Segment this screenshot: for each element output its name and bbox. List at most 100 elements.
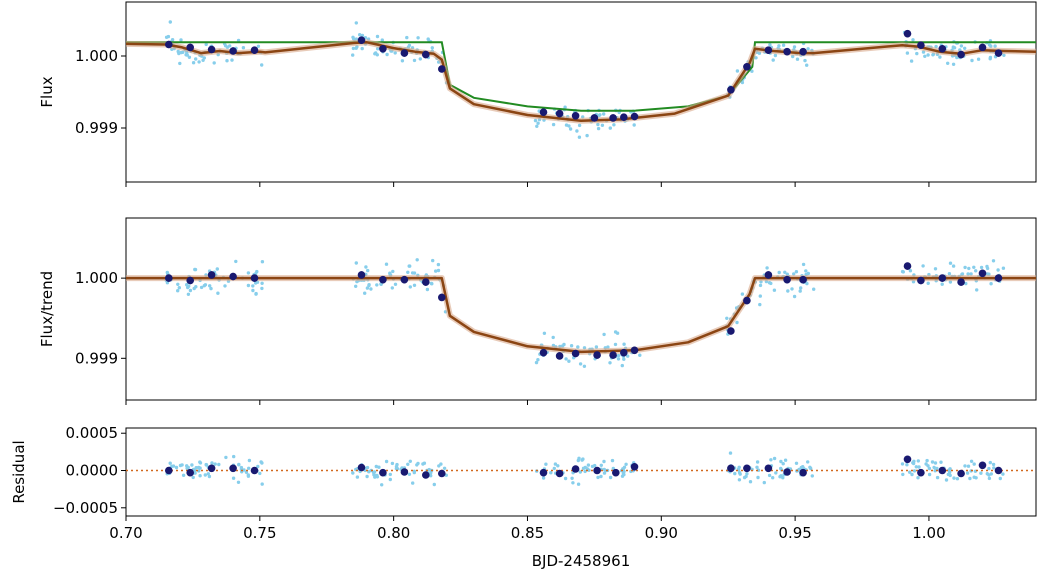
residual-raw-point	[927, 472, 932, 477]
flux-trend-raw-point	[406, 270, 410, 274]
flux-raw-point	[909, 59, 914, 63]
flux-trend-raw-point	[966, 272, 970, 276]
residual-raw-point	[171, 464, 176, 468]
flux-raw-point	[806, 47, 810, 51]
residual-raw-point	[375, 473, 379, 478]
flux-trend-raw-point	[790, 287, 794, 291]
flux-trend-raw-point	[215, 267, 219, 271]
flux-raw-point	[577, 123, 582, 128]
residual-raw-point	[180, 463, 184, 467]
flux-trend-raw-point	[792, 272, 796, 276]
flux-binned-point	[903, 29, 912, 38]
residual-binned-point	[764, 464, 773, 473]
flux-trend-binned-point	[764, 271, 773, 279]
flux-raw-point	[777, 44, 781, 48]
flux-model-band	[125, 39, 1037, 124]
residual-raw-point	[933, 461, 938, 465]
residual-ytick-label: −0.0005	[53, 499, 118, 517]
flux-binned-point	[229, 47, 237, 55]
flux-trend-raw-point	[985, 264, 989, 269]
flux-trend-binned-point	[571, 349, 580, 358]
flux-trend-raw-point	[979, 265, 984, 270]
residual-raw-point	[772, 456, 777, 461]
residual-axes-frame	[125, 427, 1037, 517]
residual-raw-point	[388, 472, 392, 477]
residual-raw-point	[602, 467, 606, 472]
residual-raw-point	[377, 465, 381, 469]
flux-raw-point	[988, 57, 992, 61]
residual-raw-point	[351, 471, 355, 475]
residual-raw-point	[910, 472, 914, 477]
flux-trend-raw-point	[758, 294, 762, 298]
flux-raw-point	[976, 57, 981, 61]
residual-raw-point	[552, 466, 556, 471]
residual-binned-point	[593, 466, 601, 475]
flux-trend-raw-point	[948, 280, 953, 284]
residual-raw-point	[422, 461, 427, 465]
flux-trend-raw-point	[369, 287, 373, 291]
x-axis-label: BJD-2458961	[532, 552, 630, 570]
flux-trend-raw-point	[985, 272, 990, 276]
flux-binned-point	[165, 40, 173, 49]
flux-raw-point	[598, 113, 602, 117]
flux-binned-point	[357, 36, 366, 44]
residual-raw-point	[969, 459, 974, 463]
residual-raw-point	[581, 466, 586, 470]
flux-raw-point	[585, 133, 589, 138]
residual-raw-point	[755, 460, 760, 464]
flux-raw-point	[351, 53, 355, 57]
flux-raw-point	[385, 52, 389, 57]
residual-raw-point	[596, 475, 600, 480]
residual-raw-point	[963, 464, 967, 468]
flux-trend-raw-point	[260, 281, 264, 285]
flux-trend-raw-point	[969, 272, 973, 276]
flux-raw-point	[938, 55, 942, 59]
flux-trend-raw-point	[367, 283, 371, 287]
flux-trend-raw-point	[622, 357, 626, 361]
flux-trend-raw-point	[578, 362, 583, 366]
residual-raw-point	[213, 462, 217, 466]
residual-raw-point	[927, 466, 932, 471]
residual-raw-point	[948, 467, 952, 471]
residual-raw-point	[925, 458, 929, 463]
flux-trend-raw-point	[948, 261, 953, 265]
residual-raw-point	[198, 466, 202, 470]
flux-trend-binned-point	[620, 348, 628, 357]
flux-raw-point	[212, 61, 216, 65]
residual-binned-point	[799, 468, 807, 477]
residual-raw-point	[224, 455, 228, 460]
flux-trend-raw-point	[622, 342, 626, 346]
residual-raw-point	[912, 469, 917, 473]
residual-binned-point	[743, 464, 751, 473]
flux-trend-raw-point	[415, 258, 419, 262]
residual-raw-point	[571, 481, 575, 485]
residual-raw-point	[237, 462, 241, 467]
residual-raw-point	[556, 464, 560, 468]
xtick-label: 0.95	[778, 524, 811, 542]
flux-trend-raw-point	[223, 284, 227, 288]
flux-trend-binned-point	[938, 274, 947, 282]
flux-trend-raw-point	[216, 291, 220, 295]
flux-trend-binned-point	[555, 352, 564, 360]
flux-trend-raw-point	[805, 281, 809, 286]
flux-binned-point	[727, 86, 735, 94]
flux-binned-point	[743, 63, 751, 71]
flux-trend-raw-point	[254, 291, 258, 296]
flux-raw-point	[375, 53, 379, 57]
flux-trend-binned-point	[743, 296, 751, 305]
flux-trend-ylabel: Flux/trend	[38, 271, 56, 347]
flux-raw-point	[905, 51, 910, 55]
residual-raw-point	[365, 474, 369, 479]
flux-binned-point	[938, 45, 947, 53]
flux-trend-raw-point	[767, 281, 772, 285]
flux-raw-point	[194, 57, 198, 61]
residual-raw-point	[541, 476, 546, 480]
flux-trend-raw-point	[176, 282, 180, 286]
residual-raw-point	[355, 475, 360, 479]
residual-raw-point	[585, 467, 589, 471]
flux-binned-point	[917, 41, 925, 49]
flux-trend-raw-point	[536, 358, 540, 362]
residual-raw-point	[998, 476, 1002, 481]
flux-raw-point	[230, 58, 234, 62]
